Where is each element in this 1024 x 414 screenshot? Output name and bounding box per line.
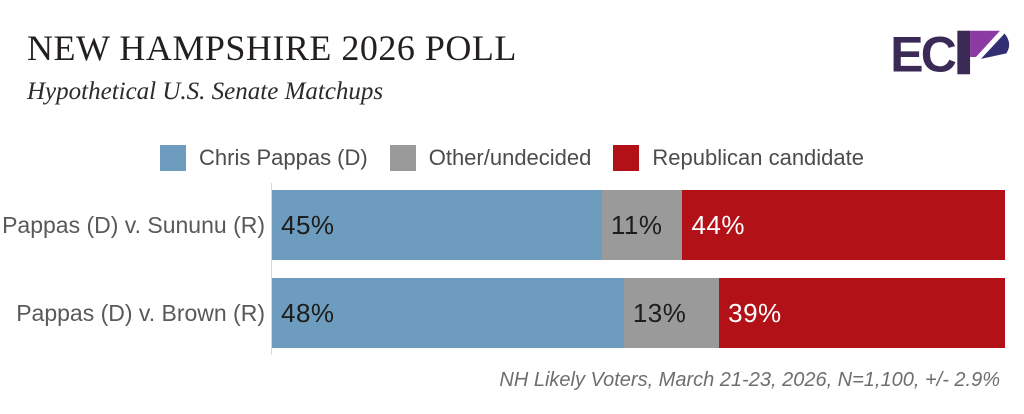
- bar-segment: 45%: [272, 190, 602, 260]
- row-label: Pappas (D) v. Brown (R): [16, 299, 265, 326]
- chart-legend: Chris Pappas (D) Other/undecided Republica…: [0, 145, 1024, 171]
- bar-value-label: 13%: [632, 297, 687, 328]
- logo-p-bowl-purple: [970, 30, 1001, 58]
- chart-row: Pappas (D) v. Sununu (R) 45% 11% 44%: [0, 190, 1024, 260]
- bar-segment: 11%: [601, 190, 683, 260]
- logo-p-stem: [957, 30, 971, 75]
- bar-segment: 13%: [623, 278, 720, 348]
- legend-item: Other/undecided: [389, 145, 592, 171]
- bar-value-label: 11%: [610, 209, 663, 240]
- legend-label: Chris Pappas (D): [199, 145, 368, 170]
- page-title: NEW HAMPSHIRE 2026 POLL: [27, 28, 517, 68]
- axis-line: [271, 183, 272, 355]
- legend-label: Other/undecided: [428, 145, 592, 170]
- bar-value-label: 45%: [281, 209, 335, 240]
- methodology-note: NH Likely Voters, March 21-23, 2026, N=1…: [499, 369, 1000, 391]
- bar-value-label: 39%: [728, 297, 782, 328]
- logo-p-bowl-navy: [980, 33, 1010, 59]
- legend-swatch-icon: [389, 145, 416, 171]
- bar-value-label: 44%: [691, 209, 746, 240]
- ecp-logo: EC: [892, 28, 1010, 77]
- legend-label: Republican candidate: [652, 145, 864, 170]
- logo-ec-text: EC: [892, 28, 956, 77]
- legend-swatch-icon: [160, 145, 186, 171]
- legend-item: Chris Pappas (D): [160, 145, 368, 171]
- chart-row: Pappas (D) v. Brown (R) 48% 13% 39%: [0, 278, 1024, 348]
- chart-rows: Pappas (D) v. Sununu (R) 45% 11% 44% Pappas …: [0, 190, 1024, 366]
- bar-segment: 48%: [272, 278, 624, 348]
- legend-item: Republican candidate: [613, 145, 864, 171]
- legend-swatch-icon: [613, 145, 640, 171]
- bar-value-label: 48%: [281, 297, 335, 328]
- page-subtitle: Hypothetical U.S. Senate Matchups: [27, 78, 384, 105]
- bar-segment: 39%: [719, 278, 1005, 348]
- bar-track: 45% 11% 44%: [272, 190, 1005, 260]
- bar-track: 48% 13% 39%: [272, 278, 1005, 348]
- bar-segment: 44%: [682, 190, 1005, 260]
- row-label: Pappas (D) v. Sununu (R): [2, 211, 265, 238]
